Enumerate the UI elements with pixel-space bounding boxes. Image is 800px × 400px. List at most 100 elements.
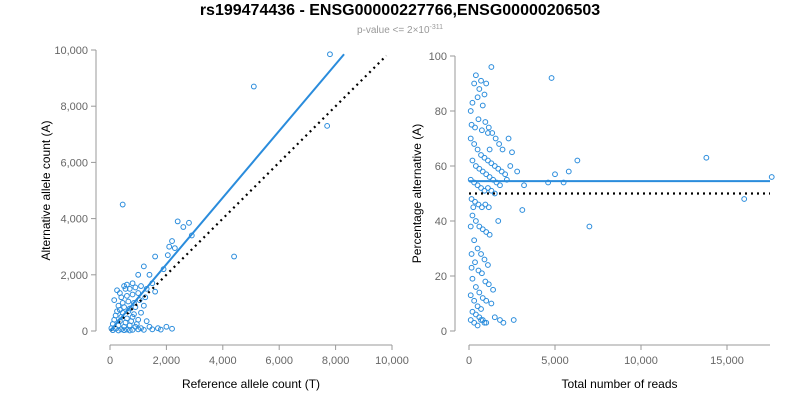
right-data-point — [469, 99, 476, 106]
right-data-point — [472, 72, 479, 79]
right-data-point — [470, 204, 477, 211]
right-data-point — [471, 319, 478, 326]
right-data-point — [485, 262, 491, 268]
right-data-point — [497, 317, 503, 323]
right-data-point — [472, 259, 478, 266]
left-x-axis-label: Reference allele count (T) — [182, 377, 320, 391]
right-data-point — [507, 163, 514, 169]
left-y-tick-label: 10,000 — [54, 45, 88, 57]
right-data-point — [488, 160, 495, 167]
right-data-point — [468, 251, 475, 257]
left-data-point — [140, 302, 147, 309]
left-data-point — [166, 243, 173, 250]
right-data-point — [471, 237, 478, 244]
right-data-point — [486, 174, 493, 180]
right-data-point — [703, 154, 710, 161]
left-data-point — [121, 283, 127, 289]
left-y-tick-label: 4,000 — [60, 214, 88, 226]
left-data-point — [133, 321, 140, 327]
right-data-point — [481, 187, 488, 194]
p-value-exponent: -311 — [429, 24, 444, 31]
left-data-point — [186, 219, 192, 226]
left-data-point — [122, 285, 129, 292]
left-x-tick-label: 2,000 — [153, 355, 181, 367]
right-data-point — [497, 182, 503, 189]
left-data-point — [111, 297, 118, 303]
left-data-point — [116, 307, 123, 313]
left-data-point — [124, 292, 130, 299]
right-data-point — [521, 182, 527, 189]
right-data-point — [490, 286, 496, 293]
p-value-text: p-value <= 2×10 — [356, 25, 430, 36]
right-data-point — [492, 135, 499, 142]
right-data-point — [471, 80, 478, 87]
right-data-point — [489, 130, 496, 136]
right-data-point — [505, 135, 512, 142]
right-data-point — [474, 94, 481, 101]
left-data-point — [135, 326, 142, 333]
left-data-point — [324, 122, 331, 129]
right-data-point — [478, 185, 484, 191]
right-data-point — [472, 218, 479, 224]
right-y-tick-label: 60 — [435, 161, 447, 173]
right-data-point — [469, 157, 476, 164]
right-data-point — [499, 146, 506, 153]
left-data-point — [115, 327, 122, 334]
right-data-point — [478, 306, 484, 312]
right-data-point — [565, 168, 572, 175]
left-data-point — [138, 309, 144, 316]
right-data-point — [468, 196, 475, 202]
right-y-axis-label: Percentage alternative (A) — [410, 124, 424, 263]
left-reference-line — [109, 54, 388, 332]
right-data-point — [495, 165, 502, 172]
left-fit-line — [109, 53, 345, 332]
right-data-point — [491, 163, 498, 169]
right-data-point — [490, 176, 496, 183]
right-y-tick-label: 0 — [441, 326, 447, 338]
left-data-point — [142, 294, 149, 301]
right-data-point — [476, 165, 483, 172]
left-data-point — [171, 245, 178, 252]
right-data-point — [488, 187, 495, 194]
right-data-point — [481, 319, 488, 326]
left-data-point — [121, 327, 127, 334]
right-data-point — [495, 218, 502, 224]
left-x-tick-label: 8,000 — [322, 355, 350, 367]
left-y-tick-label: 8,000 — [60, 101, 88, 113]
right-data-point — [479, 226, 486, 233]
left-data-point — [125, 298, 132, 305]
right-data-point — [471, 179, 478, 186]
right-data-point — [474, 182, 481, 189]
right-data-point — [467, 176, 474, 183]
right-data-point — [467, 108, 474, 114]
left-y-tick-label: 6,000 — [60, 157, 88, 169]
left-data-point — [152, 288, 159, 295]
right-data-point — [468, 264, 475, 271]
right-data-point — [467, 292, 474, 299]
right-data-point — [474, 322, 481, 329]
right-data-point — [500, 319, 507, 326]
right-data-point — [488, 64, 495, 70]
left-data-point — [250, 83, 257, 90]
right-data-point — [741, 196, 748, 202]
right-data-point — [503, 176, 510, 183]
right-data-point — [510, 317, 517, 323]
right-data-point — [475, 116, 482, 123]
right-data-point — [474, 303, 481, 310]
left-data-point — [132, 284, 139, 291]
right-data-point — [586, 223, 593, 230]
left-x-tick-label: 0 — [107, 355, 113, 367]
right-data-point — [479, 204, 485, 211]
right-data-point — [768, 174, 775, 180]
right-data-point — [471, 141, 478, 147]
left-data-point — [163, 323, 170, 330]
right-data-point — [481, 91, 488, 98]
right-data-point — [468, 121, 475, 128]
right-data-point — [509, 149, 515, 156]
right-data-point — [472, 311, 479, 318]
right-data-point — [478, 77, 484, 84]
left-data-point — [135, 271, 142, 278]
right-data-point — [481, 154, 488, 161]
right-data-point — [486, 146, 493, 153]
right-data-point — [502, 171, 509, 178]
